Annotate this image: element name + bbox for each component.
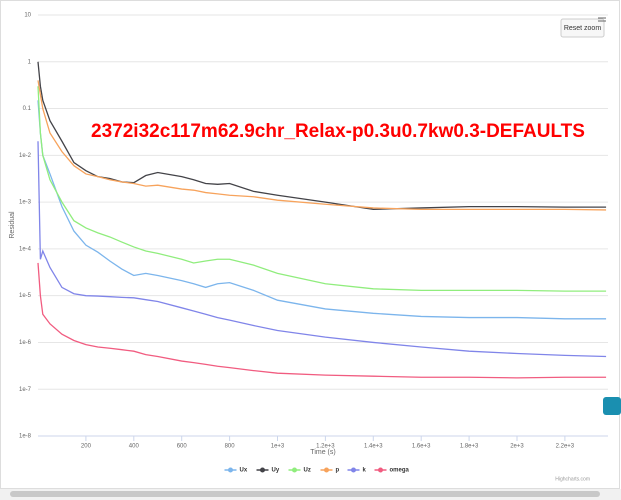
credits: Highcharts.com: [555, 476, 590, 482]
y-tick-label: 1e-7: [19, 387, 32, 393]
y-tick-label: 1e-6: [19, 340, 32, 346]
y-tick-label: 1e-3: [19, 200, 32, 206]
y-axis-label: Residual: [9, 211, 16, 239]
legend-marker: [228, 467, 233, 473]
y-tick-label: 1e-5: [19, 293, 32, 299]
reset-zoom-button[interactable]: [560, 18, 605, 38]
x-tick-label: 400: [129, 444, 140, 450]
legend-item[interactable]: omega: [374, 467, 410, 474]
legend-label: p: [336, 468, 340, 474]
legend-marker: [292, 467, 297, 473]
series-line: [37, 86, 607, 292]
series-line: [37, 262, 607, 379]
legend-marker: [378, 467, 383, 473]
x-tick-label: 1.6e+3: [412, 444, 431, 450]
legend-label: Uz: [304, 468, 311, 474]
chat-button[interactable]: [603, 397, 621, 415]
legend-marker: [351, 467, 356, 473]
reset-zoom-label: Reset zoom: [564, 25, 602, 32]
x-tick-label: 1.8e+3: [460, 444, 479, 450]
x-tick-label: 1.2e+3: [316, 444, 335, 450]
y-tick-label: 1e-4: [19, 246, 32, 252]
x-tick-label: 1.4e+3: [364, 444, 383, 450]
legend-item[interactable]: k: [347, 467, 367, 474]
y-tick-label: 10: [24, 13, 31, 19]
legend-label: k: [363, 468, 367, 474]
chart-title: 2372i32c117m62.9chr_Relax-p0.3u0.7kw0.3-…: [91, 121, 585, 142]
x-tick-label: 200: [81, 444, 92, 450]
y-tick-label: 1e-8: [19, 434, 32, 440]
series-line: [37, 141, 607, 358]
x-axis-label: Time (s): [310, 449, 335, 456]
x-tick-label: 2.2e+3: [556, 444, 575, 450]
series-line: [37, 80, 607, 211]
series-line: [37, 100, 607, 320]
legend-marker: [324, 467, 329, 473]
chart-frame: [0, 0, 620, 489]
plot-area: 10 1 0.1 1e-2 1e-3 1e-4 1e-5 1e-6 1e-7 1e-8 200 400…: [19, 13, 608, 450]
legend-item[interactable]: Uz: [288, 467, 311, 474]
legend-marker: [260, 467, 265, 473]
x-tick-label: 1e+3: [271, 444, 285, 450]
legend-label: Uy: [272, 468, 280, 474]
scrollbar-thumb[interactable]: [10, 491, 600, 497]
legend-item[interactable]: Ux: [224, 467, 248, 474]
y-tick-label: 0.1: [23, 106, 32, 112]
legend-item[interactable]: Uy: [256, 467, 280, 474]
x-tick-label: 600: [177, 444, 188, 450]
legend-label: omega: [390, 468, 410, 474]
x-tick-label: 800: [225, 444, 236, 450]
y-tick-label: 1: [28, 59, 32, 65]
y-tick-label: 1e-2: [19, 153, 32, 159]
x-tick-label: 2e+3: [510, 444, 524, 450]
legend-item[interactable]: p: [320, 467, 340, 474]
legend-label: Ux: [240, 468, 248, 474]
